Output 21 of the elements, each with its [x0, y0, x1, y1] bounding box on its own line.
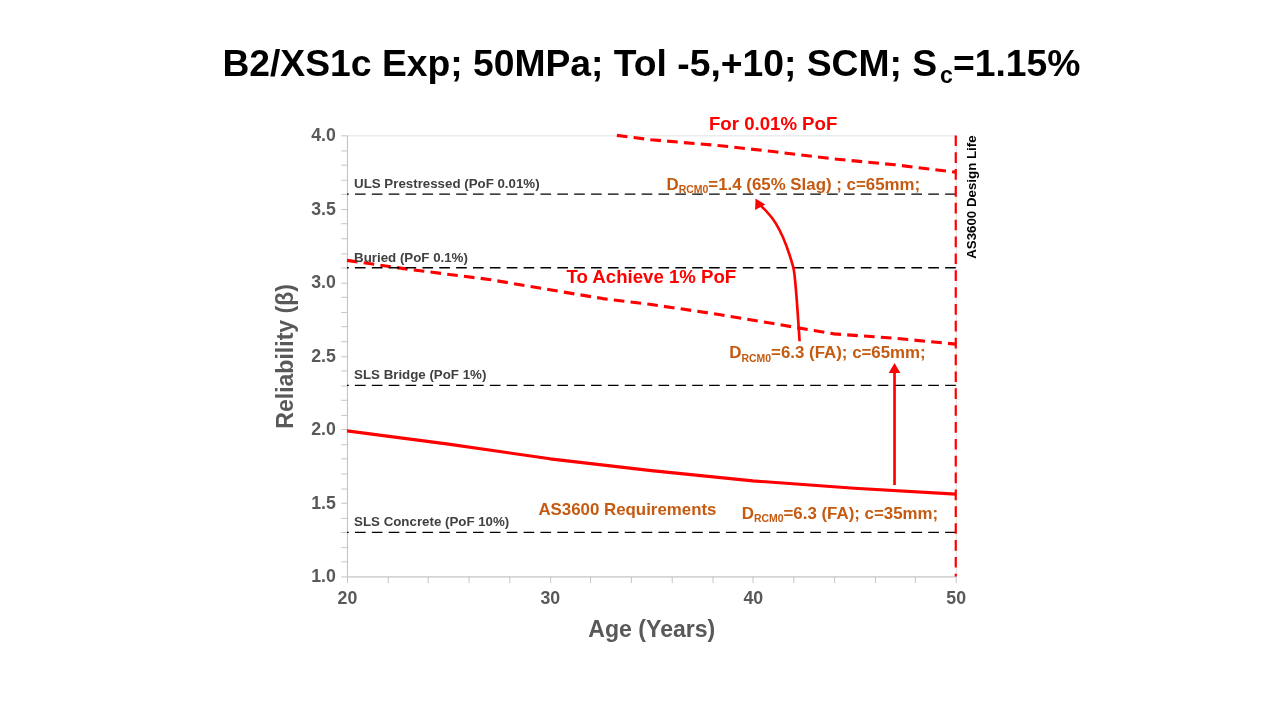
ref-line-label: Buried (PoF 0.1%) [354, 249, 468, 265]
x-tick-label: 50 [946, 588, 967, 609]
y-tick-label: 2.5 [311, 345, 337, 366]
y-tick-label: 3.5 [311, 198, 337, 219]
ref-line-label: SLS Concrete (PoF 10%) [354, 514, 510, 530]
x-tick-label: 30 [540, 588, 561, 609]
y-tick-label: 1.5 [311, 492, 337, 513]
series-label: To Achieve 1% PoF [566, 266, 737, 288]
x-tick-label: 40 [743, 588, 764, 609]
ref-line-label: ULS Prestressed (PoF 0.01%) [354, 175, 540, 191]
x-axis-title: Age (Years) [588, 616, 716, 643]
y-tick-label: 4.0 [311, 125, 337, 146]
ref-line-label: AS3600 Design Life [964, 135, 980, 259]
y-tick-label: 3.0 [311, 272, 337, 293]
ref-line-label: SLS Bridge (PoF 1%) [354, 367, 487, 383]
y-tick-label: 2.0 [311, 419, 337, 440]
annotation: AS3600 Requirements [538, 500, 717, 520]
series-label: For 0.01% PoF [708, 113, 838, 135]
x-tick-label: 20 [337, 588, 358, 609]
y-tick-label: 1.0 [311, 566, 337, 587]
y-axis-title: Reliability (β) [271, 283, 298, 429]
